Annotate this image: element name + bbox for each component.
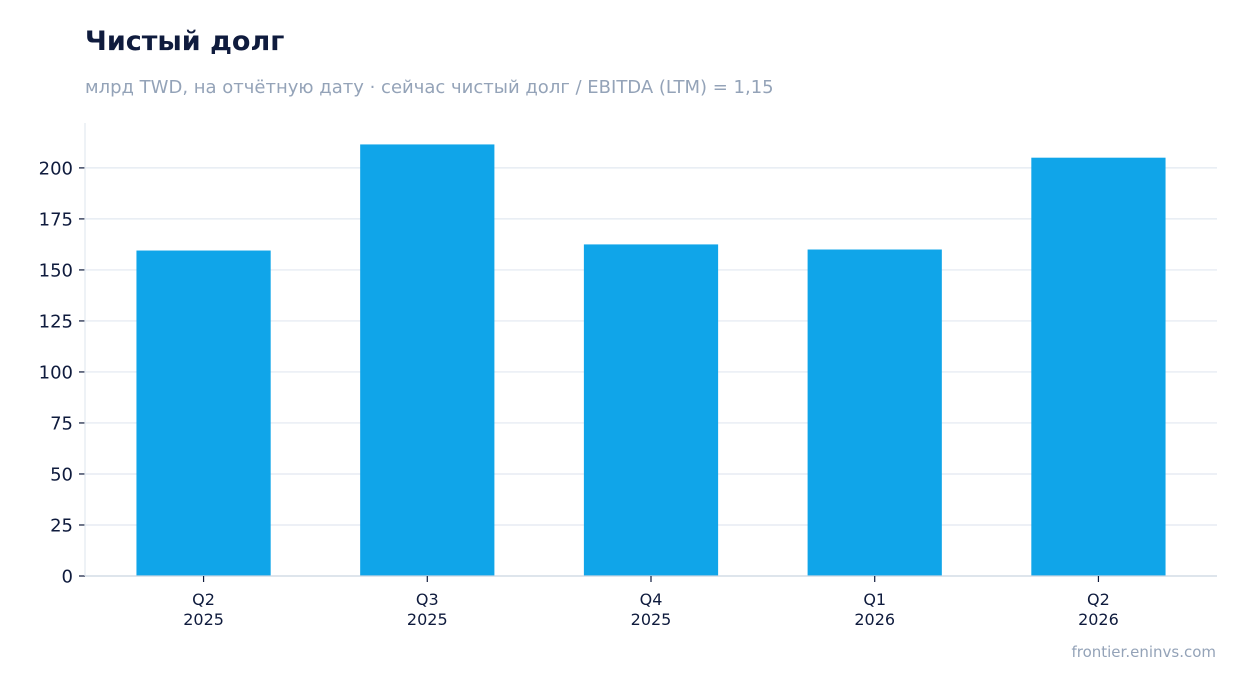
axes bbox=[79, 123, 1217, 582]
x-tick-label: Q2 2026 bbox=[1078, 590, 1119, 629]
bar bbox=[583, 244, 719, 576]
chart-subtitle: млрд TWD, на отчётную дату · сейчас чист… bbox=[85, 77, 774, 98]
x-tick-label: Q3 2025 bbox=[407, 590, 448, 629]
chart-title: Чистый долг bbox=[85, 26, 285, 57]
y-tick-label: 125 bbox=[39, 311, 73, 332]
y-tick-label: 0 bbox=[62, 567, 73, 588]
source-label: frontier.eninvs.com bbox=[1071, 643, 1216, 661]
x-tick-label: Q1 2026 bbox=[854, 590, 895, 629]
y-tick-label: 175 bbox=[39, 209, 73, 230]
bar bbox=[360, 144, 495, 577]
bar bbox=[136, 250, 271, 576]
tick-labels: 0 25 50 75 100 125 150 175 200 Q2 2025 Q3 2025 Q4 2025… bbox=[39, 158, 1119, 629]
y-tick-label: 150 bbox=[39, 260, 73, 281]
y-tick-label: 50 bbox=[50, 464, 73, 485]
x-tick-label: Q4 2025 bbox=[631, 590, 672, 629]
bars bbox=[136, 144, 1166, 577]
y-tick-label: 200 bbox=[39, 158, 73, 179]
bar bbox=[1031, 157, 1166, 576]
x-tick-label: Q2 2025 bbox=[183, 590, 224, 629]
y-tick-label: 75 bbox=[50, 413, 73, 434]
y-tick-label: 100 bbox=[39, 362, 73, 383]
y-tick-label: 25 bbox=[50, 515, 73, 536]
bar bbox=[807, 249, 942, 576]
